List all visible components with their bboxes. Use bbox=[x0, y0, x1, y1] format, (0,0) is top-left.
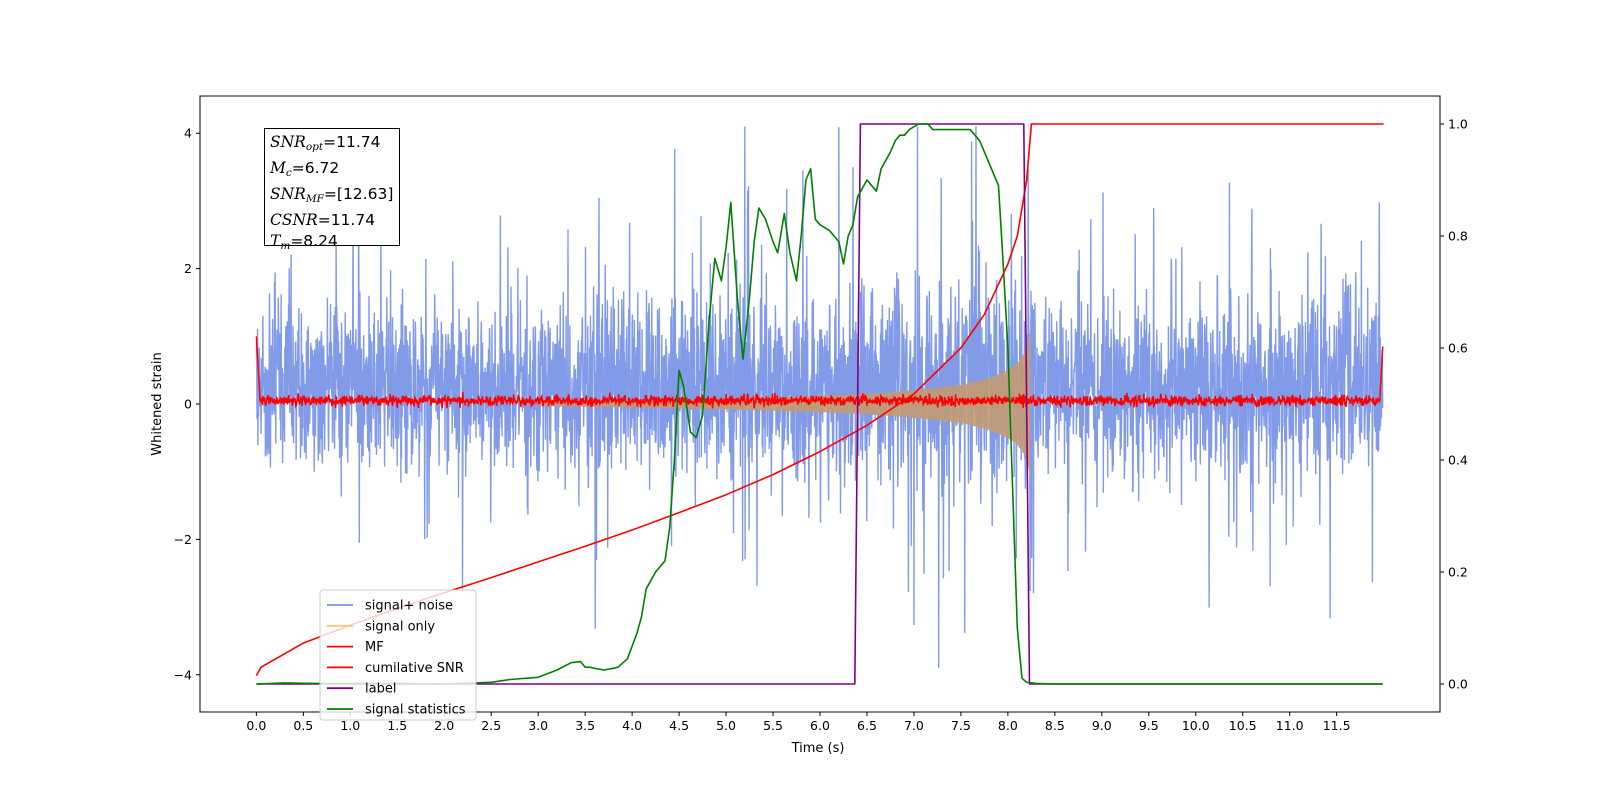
legend: signal+ noise signal only MF cumilative SNR… bbox=[319, 589, 477, 721]
x-tick-label: 8.0 bbox=[998, 718, 1018, 733]
y-axis-right: 0.0 0.2 0.4 0.6 0.8 1.0 bbox=[1440, 117, 1468, 692]
series-signal-statistics bbox=[256, 123, 1383, 685]
y-tick-label: 0 bbox=[184, 397, 192, 412]
x-tick-label: 0.0 bbox=[246, 718, 266, 733]
annotation-box: SNRopt=11.74 Mc=6.72 SNRMF=[12.63] CSNR=… bbox=[264, 128, 400, 252]
y2-tick-label: 0.4 bbox=[1448, 453, 1468, 468]
x-tick-label: 1.5 bbox=[387, 718, 407, 733]
y2-tick-label: 0.0 bbox=[1448, 677, 1468, 692]
csnr-text: CSNR=11.74 bbox=[270, 211, 376, 229]
y2-tick-label: 0.2 bbox=[1448, 565, 1468, 580]
legend-label: MF bbox=[365, 640, 384, 655]
x-tick-label: 4.0 bbox=[622, 718, 642, 733]
snr-mf-text: SNRMF=[12.63] bbox=[270, 185, 394, 205]
x-tick-label: 6.5 bbox=[857, 718, 877, 733]
y-tick-label: −2 bbox=[174, 532, 192, 547]
x-tick-label: 4.5 bbox=[669, 718, 689, 733]
y-axis-label: Whitened strain bbox=[150, 352, 165, 455]
legend-label: signal only bbox=[365, 619, 435, 634]
legend-label: signal statistics bbox=[365, 703, 466, 718]
x-tick-label: 5.0 bbox=[716, 718, 736, 733]
x-tick-label: 2.5 bbox=[481, 718, 501, 733]
x-tick-label: 1.0 bbox=[340, 718, 360, 733]
x-tick-label: 10.0 bbox=[1182, 718, 1210, 733]
y2-tick-label: 1.0 bbox=[1448, 117, 1468, 132]
x-tick-label: 8.5 bbox=[1045, 718, 1065, 733]
y-tick-label: 4 bbox=[184, 126, 192, 141]
x-tick-label: 3.0 bbox=[528, 718, 548, 733]
x-tick-label: 11.5 bbox=[1323, 718, 1351, 733]
merger-time-text: Tm=8.24 bbox=[270, 232, 338, 252]
x-tick-label: 0.5 bbox=[293, 718, 313, 733]
x-tick-label: 10.5 bbox=[1229, 718, 1257, 733]
y-tick-label: −4 bbox=[174, 667, 192, 682]
y2-tick-label: 0.8 bbox=[1448, 229, 1468, 244]
x-tick-label: 9.5 bbox=[1139, 718, 1159, 733]
x-tick-label: 5.5 bbox=[763, 718, 783, 733]
x-tick-label: 2.0 bbox=[434, 718, 454, 733]
x-axis: 0.0 0.5 1.0 1.5 2.0 2.5 3.0 3.5 4.0 4.5 5.0 5.5 6.0 6… bbox=[246, 712, 1351, 733]
y-tick-label: 2 bbox=[184, 261, 192, 276]
legend-label: cumilative SNR bbox=[365, 661, 464, 676]
x-tick-label: 7.5 bbox=[951, 718, 971, 733]
legend-frame bbox=[319, 589, 477, 721]
snr-opt-text: SNRopt=11.74 bbox=[270, 133, 381, 153]
y-axis-left: −4 −2 0 2 4 bbox=[174, 126, 200, 682]
chirp-mass-text: Mc=6.72 bbox=[270, 159, 340, 179]
legend-label: label bbox=[365, 682, 396, 697]
series-mf bbox=[255, 336, 1384, 409]
x-tick-label: 3.5 bbox=[575, 718, 595, 733]
y2-tick-label: 0.6 bbox=[1448, 341, 1468, 356]
x-tick-label: 9.0 bbox=[1092, 718, 1112, 733]
legend-label: signal+ noise bbox=[365, 599, 453, 614]
x-tick-label: 6.0 bbox=[810, 718, 830, 733]
x-tick-label: 11.0 bbox=[1276, 718, 1304, 733]
x-axis-label: Time (s) bbox=[791, 741, 845, 756]
x-tick-label: 7.0 bbox=[904, 718, 924, 733]
